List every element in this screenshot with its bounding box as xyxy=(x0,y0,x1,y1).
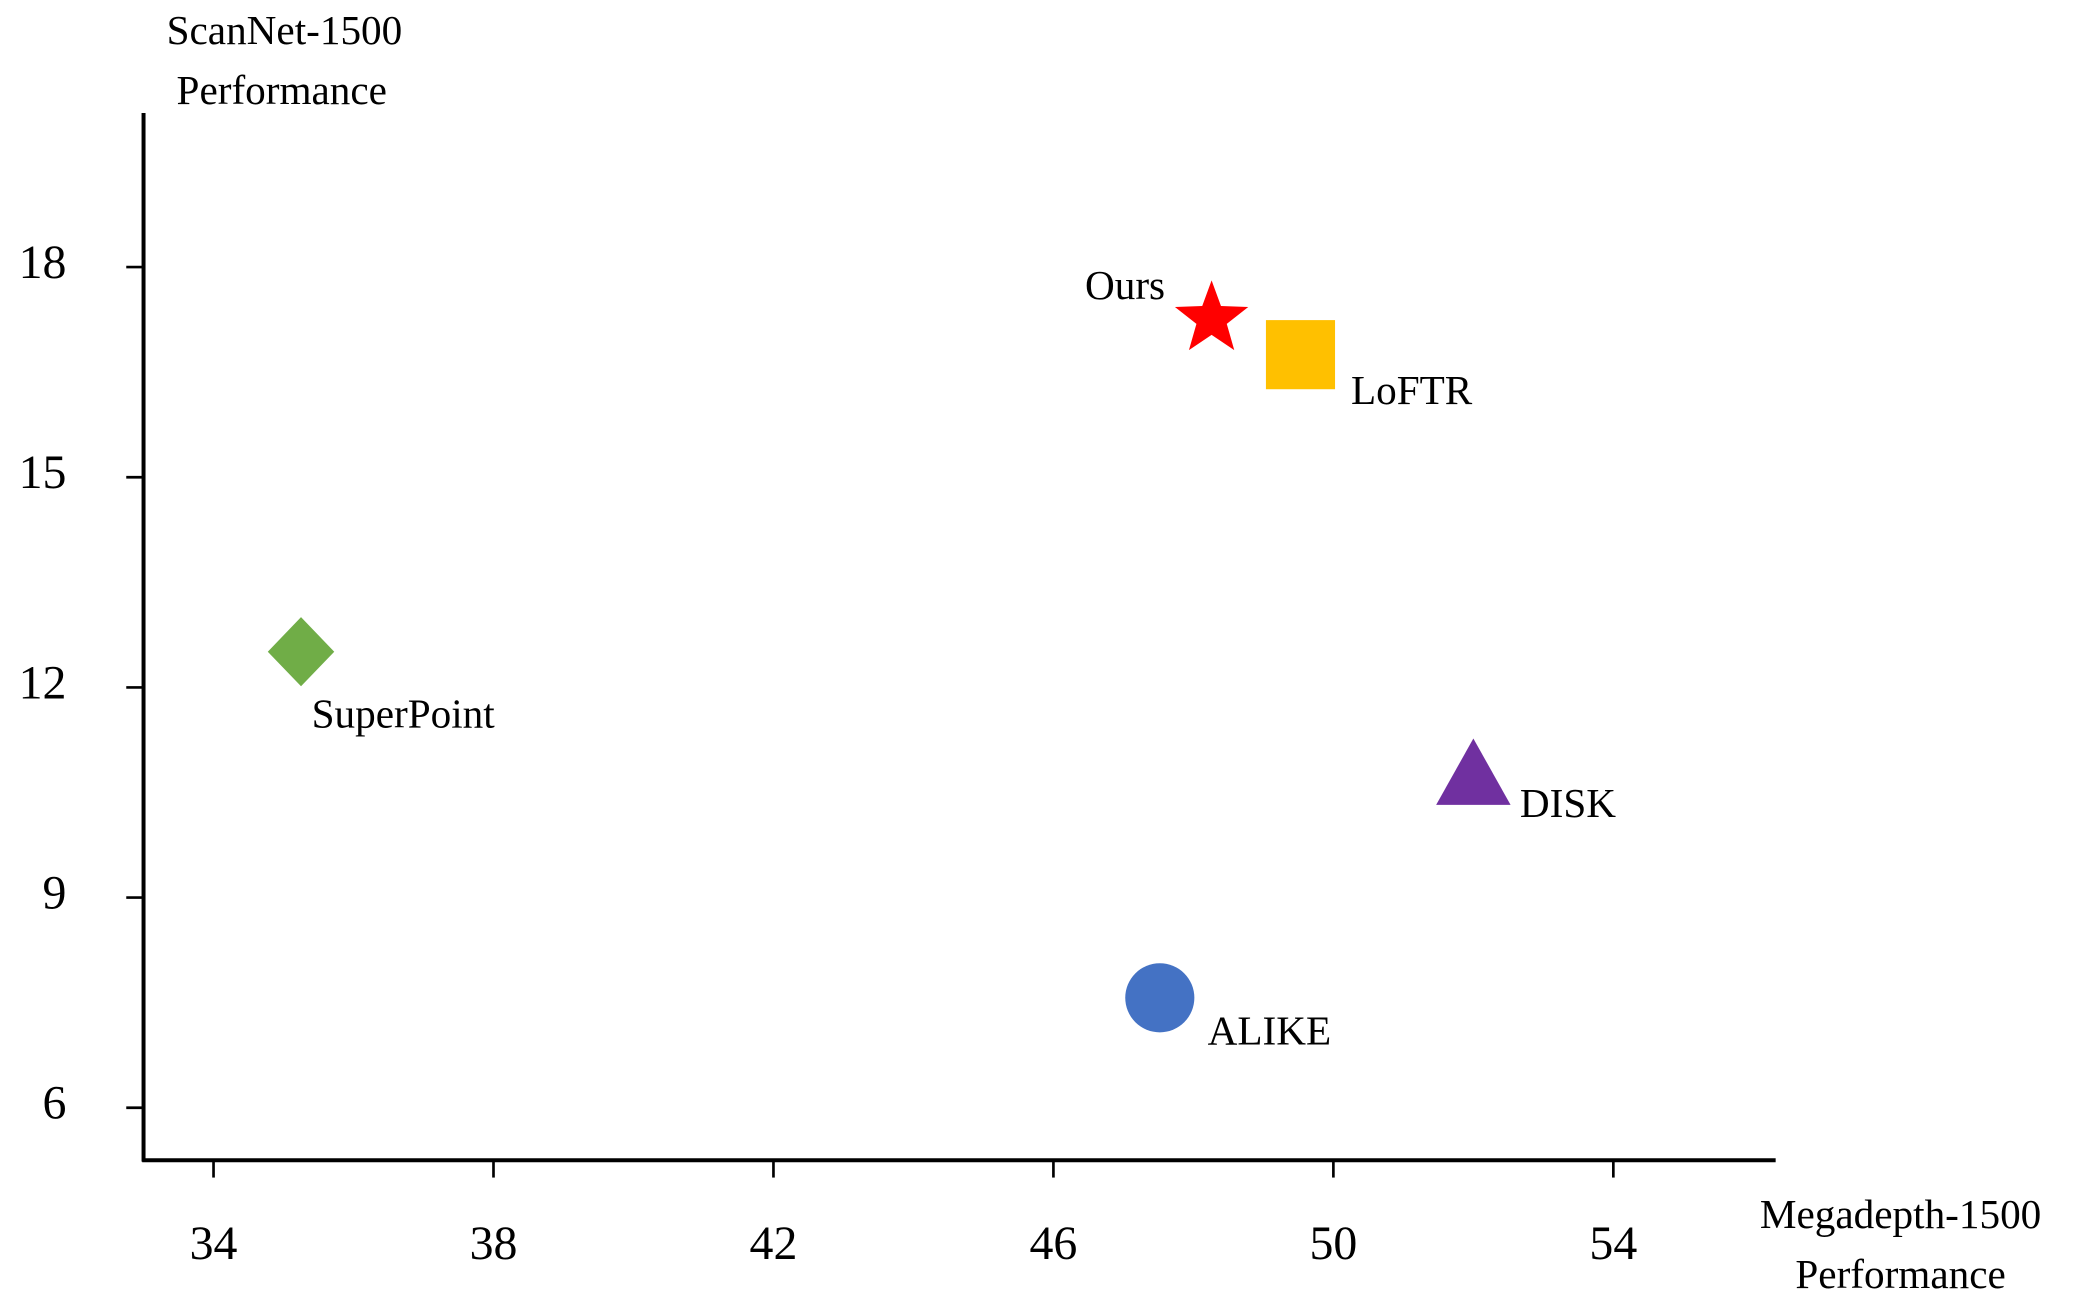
point xyxy=(1265,320,1336,390)
y-tick-label: 9 xyxy=(43,867,67,920)
x-tick-label: 50 xyxy=(1309,1217,1357,1270)
point-label: SuperPoint xyxy=(312,691,496,737)
point-label: ALIKE xyxy=(1208,1007,1332,1053)
point xyxy=(1125,963,1195,1033)
x-tick-label: 38 xyxy=(470,1217,518,1270)
y-tick-label: 15 xyxy=(19,446,67,499)
x-tick-label: 46 xyxy=(1030,1217,1078,1270)
x-tick-label: 34 xyxy=(190,1217,238,1270)
x-axis-label: Megadepth-1500 xyxy=(1760,1191,2041,1237)
x-tick-label: 54 xyxy=(1589,1217,1637,1270)
x-tick-label: 42 xyxy=(750,1217,798,1270)
x-axis-label: Performance xyxy=(1795,1251,2005,1297)
point xyxy=(267,617,335,687)
point xyxy=(1436,738,1511,805)
y-tick-label: 12 xyxy=(19,656,67,709)
y-tick-label: 18 xyxy=(19,236,67,289)
y-tick-label: 6 xyxy=(43,1077,67,1130)
point-label: DISK xyxy=(1520,780,1616,826)
point-label: LoFTR xyxy=(1351,367,1473,413)
y-axis-label: Performance xyxy=(177,67,387,113)
point-label: Ours xyxy=(1085,262,1165,308)
point xyxy=(1174,280,1249,351)
y-axis-label: ScanNet-1500 xyxy=(167,7,403,53)
